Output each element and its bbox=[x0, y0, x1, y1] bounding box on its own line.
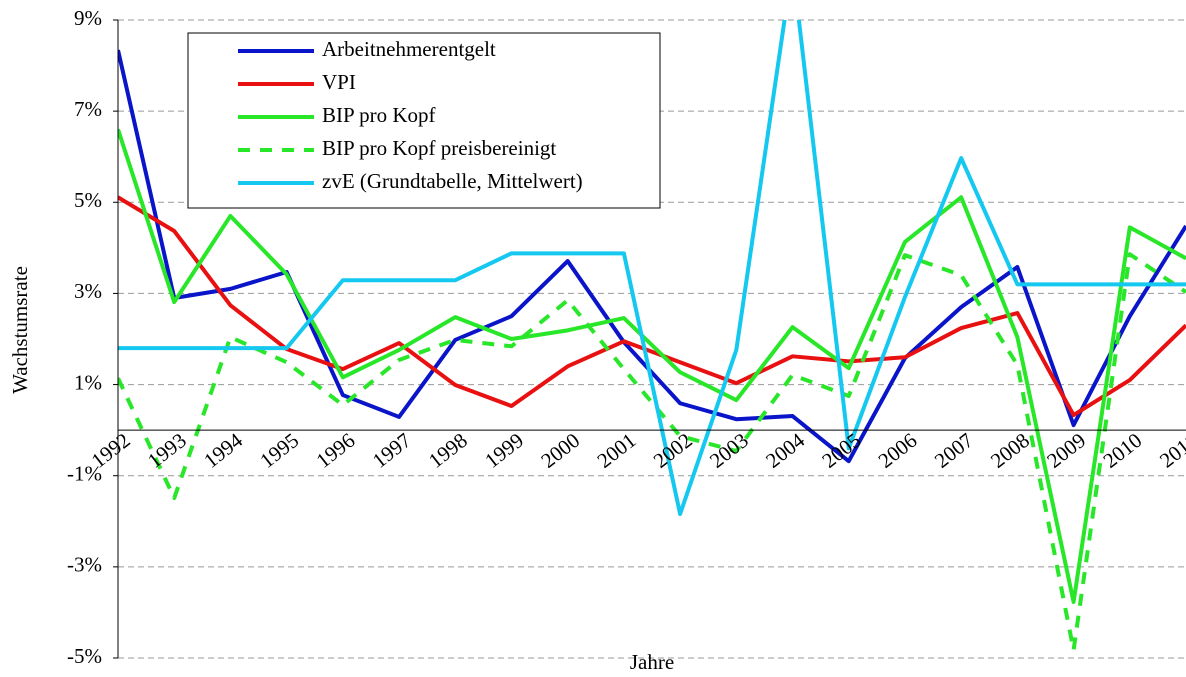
x-tick-label: 2009 bbox=[1042, 428, 1090, 473]
x-tick-label: 2010 bbox=[1099, 428, 1147, 473]
x-tick-label: 2001 bbox=[593, 428, 641, 473]
y-tick-label: 3% bbox=[74, 279, 102, 303]
x-tick-label: 1995 bbox=[255, 428, 303, 473]
x-tick-label: 1996 bbox=[312, 428, 360, 473]
y-tick-label: 7% bbox=[74, 97, 102, 121]
x-tick-label: 1997 bbox=[368, 428, 416, 473]
x-tick-label: 2008 bbox=[986, 428, 1034, 473]
legend-label: BIP pro Kopf bbox=[322, 103, 436, 127]
series-line bbox=[118, 20, 1186, 516]
legend-label: zvE (Grundtabelle, Mittelwert) bbox=[322, 169, 583, 193]
y-tick-label: 1% bbox=[74, 370, 102, 394]
x-tick-label: 1998 bbox=[424, 428, 472, 473]
x-tick-label: 2005 bbox=[817, 428, 865, 473]
x-tick-label: 2000 bbox=[536, 428, 584, 473]
y-tick-label: 9% bbox=[74, 6, 102, 30]
series-line bbox=[118, 252, 1186, 653]
x-tick-label: 2007 bbox=[930, 428, 978, 473]
x-tick-label: 2003 bbox=[705, 428, 753, 473]
x-tick-label: 2011 bbox=[1155, 428, 1186, 472]
legend-label: Arbeitnehmerentgelt bbox=[322, 37, 496, 61]
x-tick-label: 2006 bbox=[874, 428, 922, 473]
series-line bbox=[118, 128, 1186, 604]
y-tick-label: -5% bbox=[67, 644, 102, 668]
x-tick-label: 2002 bbox=[649, 428, 697, 473]
x-tick-label: 1999 bbox=[480, 428, 528, 473]
x-tick-label: 2004 bbox=[761, 428, 809, 473]
legend-label: VPI bbox=[322, 70, 356, 94]
legend-box bbox=[187, 32, 661, 209]
y-axis-title: Wachstumsrate bbox=[8, 266, 32, 394]
x-tick-label: 1994 bbox=[199, 428, 247, 473]
y-tick-label: 5% bbox=[74, 188, 102, 212]
y-tick-label: -1% bbox=[67, 462, 102, 486]
y-tick-label: -3% bbox=[67, 553, 102, 577]
legend-label: BIP pro Kopf preisbereinigt bbox=[322, 136, 556, 160]
x-axis-title: Jahre bbox=[630, 650, 674, 674]
